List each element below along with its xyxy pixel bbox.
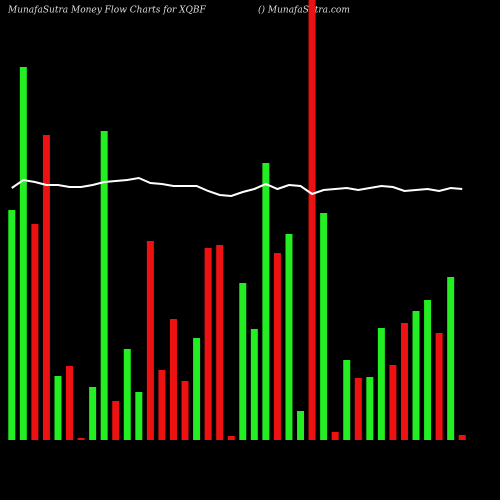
bar [204,248,212,440]
bar [112,401,120,440]
bar [343,360,351,440]
bar [54,376,62,440]
bar [227,436,235,440]
bar [100,131,108,440]
bar [331,432,339,440]
bar [89,387,97,440]
bar [250,329,258,440]
chart-subtitle: () MunafaSutra.com [258,5,350,16]
bar [77,438,85,440]
bar [158,370,166,440]
bar [308,0,316,440]
bar [273,253,281,440]
bar [239,283,247,440]
bar [458,435,466,440]
bar [389,365,397,440]
bar [377,328,385,440]
bar [216,245,224,440]
bar [320,213,328,440]
money-flow-line [11,176,463,198]
bar [8,210,16,440]
bar [297,411,305,440]
bar [146,241,154,440]
bar [123,349,131,440]
chart-title: MunafaSutra Money Flow Charts for XQBF [7,6,207,16]
bar [169,319,177,440]
bar [262,163,270,440]
bar [285,234,293,440]
bar [31,224,39,440]
bar [424,300,432,440]
bar [412,311,420,440]
bar [400,323,408,440]
bar [366,377,374,440]
bar [435,333,443,440]
bar [135,392,143,440]
bar [19,67,27,440]
bar [447,277,455,440]
bar [354,378,362,440]
bar [181,381,189,440]
bar [193,338,201,440]
bar [66,366,74,440]
bar [42,135,50,440]
